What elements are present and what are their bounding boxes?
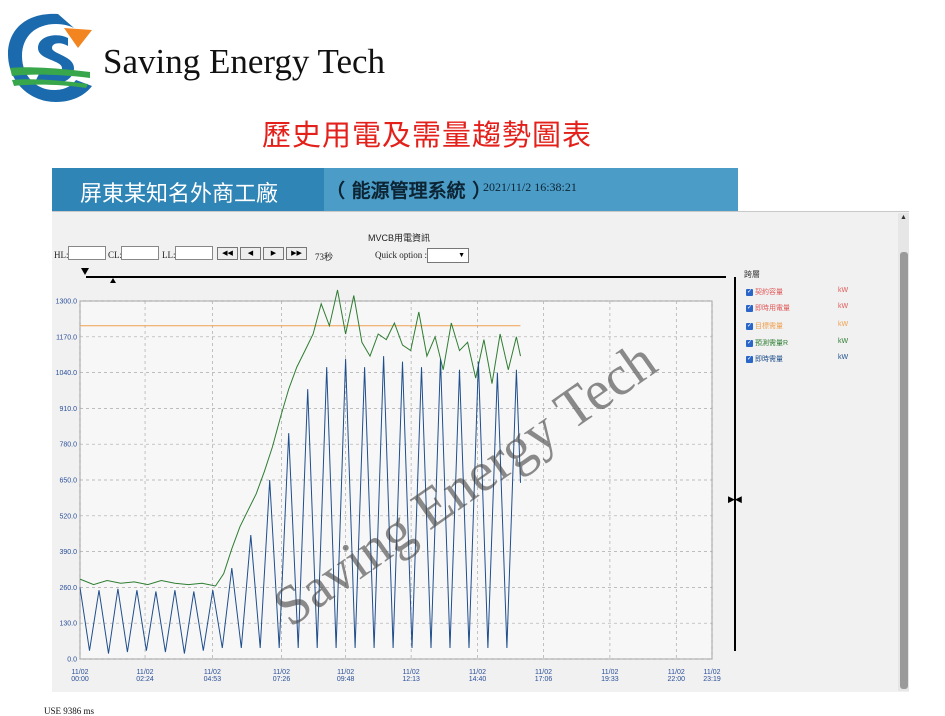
last-page-button[interactable]: ▶▶ — [286, 247, 307, 260]
y-tick-label: 0.0 — [67, 657, 77, 664]
cl-label: CL: — [108, 250, 123, 260]
x-tick-date: 11/02 — [72, 669, 89, 676]
y-tick-label: 130.0 — [59, 621, 77, 628]
next-page-button[interactable]: ▶ — [263, 247, 284, 260]
y-tick-label: 260.0 — [59, 585, 77, 592]
logo-green-swoosh — [10, 67, 90, 78]
x-tick-time: 23:19 — [703, 676, 721, 683]
y-tick-label: 390.0 — [59, 549, 77, 556]
checkbox-checked-icon[interactable]: ✓ — [746, 339, 753, 347]
checkbox-checked-icon[interactable]: ✓ — [746, 304, 753, 312]
x-tick-time: 19:33 — [601, 676, 619, 683]
checkbox-checked-icon[interactable]: ✓ — [746, 322, 753, 330]
y-tick-label: 1040.0 — [56, 370, 78, 377]
x-tick-time: 02:24 — [136, 676, 154, 683]
ll-input[interactable] — [175, 246, 213, 260]
brand-name: Saving Energy Tech — [103, 42, 386, 81]
step-text: 73秒 — [315, 252, 334, 262]
x-tick-date: 11/02 — [469, 669, 486, 676]
legend-item-forecast-demand[interactable]: ✓ 預測需量R kW — [746, 338, 849, 347]
logo-orange-arrow — [64, 28, 92, 48]
checkbox-checked-icon[interactable]: ✓ — [746, 355, 753, 363]
x-tick-date: 11/02 — [601, 669, 618, 676]
x-tick-time: 22:00 — [668, 676, 686, 683]
cl-input[interactable] — [121, 246, 159, 260]
company-logo — [8, 13, 92, 102]
plot-area — [79, 300, 713, 660]
panel-title: MVCB用電資訊 — [368, 233, 431, 243]
y-tick-label: 910.0 — [59, 406, 77, 413]
prev-page-button[interactable]: ◀ — [240, 247, 261, 260]
x-tick-time: 09:48 — [337, 676, 355, 683]
y-tick-label: 1300.0 — [56, 299, 78, 306]
ll-label: LL: — [162, 250, 176, 260]
x-tick-time: 00:00 — [71, 676, 89, 683]
chart-splitter-line[interactable] — [734, 277, 736, 651]
x-tick-time: 12:13 — [402, 676, 420, 683]
x-tick-date: 11/02 — [337, 669, 354, 676]
logo-green-swoosh-2 — [12, 79, 88, 88]
legend-item-target-demand[interactable]: ✓ 目標需量 kW — [746, 321, 849, 330]
series-line-1 — [79, 356, 521, 654]
x-tick-date: 11/02 — [668, 669, 685, 676]
system-datetime: 2021/11/2 16:38:21 — [483, 180, 577, 194]
x-tick-date: 11/02 — [204, 669, 221, 676]
scroll-up-arrow-icon[interactable]: ▲ — [900, 214, 907, 221]
x-tick-date: 11/02 — [403, 669, 420, 676]
header-left-block — [52, 168, 324, 211]
x-tick-date: 11/02 — [535, 669, 552, 676]
legend-title: 跨層 — [744, 270, 760, 279]
series-line-0 — [79, 289, 521, 587]
first-page-button[interactable]: ◀◀ — [217, 247, 238, 260]
checkbox-checked-icon[interactable]: ✓ — [746, 288, 753, 296]
y-tick-label: 650.0 — [59, 478, 77, 485]
slide-title: 歷史用電及需量趨勢圖表 — [262, 118, 593, 152]
footer-status-text: USE 9386 ms — [44, 706, 95, 716]
legend-item-contract-capacity[interactable]: ✓ 契約容量 kW — [746, 287, 849, 296]
x-tick-time: 04:53 — [204, 676, 222, 683]
y-tick-label: 1170.0 — [56, 334, 77, 341]
splitter-drag-icon[interactable]: ▶◀ — [728, 494, 742, 504]
scrollbar-thumb[interactable] — [900, 252, 908, 689]
quick-option-label: Quick option : — [375, 250, 427, 260]
quick-option-select[interactable]: ▼ — [427, 248, 469, 263]
range-start-handle — [81, 268, 89, 275]
y-tick-label: 520.0 — [59, 513, 77, 520]
x-tick-time: 17:06 — [535, 676, 553, 683]
x-tick-date: 11/02 — [137, 669, 154, 676]
time-range-slider[interactable] — [78, 266, 728, 286]
demand-trend-chart: 0.0 130.0 260.0 390.0 520.0 650.0 780.0 910.0 10… — [56, 289, 721, 683]
x-tick-date: 11/02 — [273, 669, 290, 676]
x-tick-time: 07:26 — [273, 676, 291, 683]
y-tick-label: 780.0 — [59, 442, 77, 449]
x-tick-date: 11/02 — [704, 669, 721, 676]
hl-input[interactable] — [68, 246, 106, 260]
factory-name: 屏東某知名外商工廠 — [80, 182, 279, 207]
system-name: （ 能源管理系統 ） — [326, 180, 492, 202]
range-end-handle — [110, 278, 116, 283]
logo-blue-s — [36, 35, 74, 84]
x-tick-time: 14:40 — [469, 676, 487, 683]
legend-item-realtime-usage[interactable]: ✓ 即時用電量 kW — [746, 303, 849, 312]
legend-item-realtime-demand[interactable]: ✓ 即時需量 kW — [746, 354, 849, 363]
hl-label: HL: — [54, 250, 69, 260]
